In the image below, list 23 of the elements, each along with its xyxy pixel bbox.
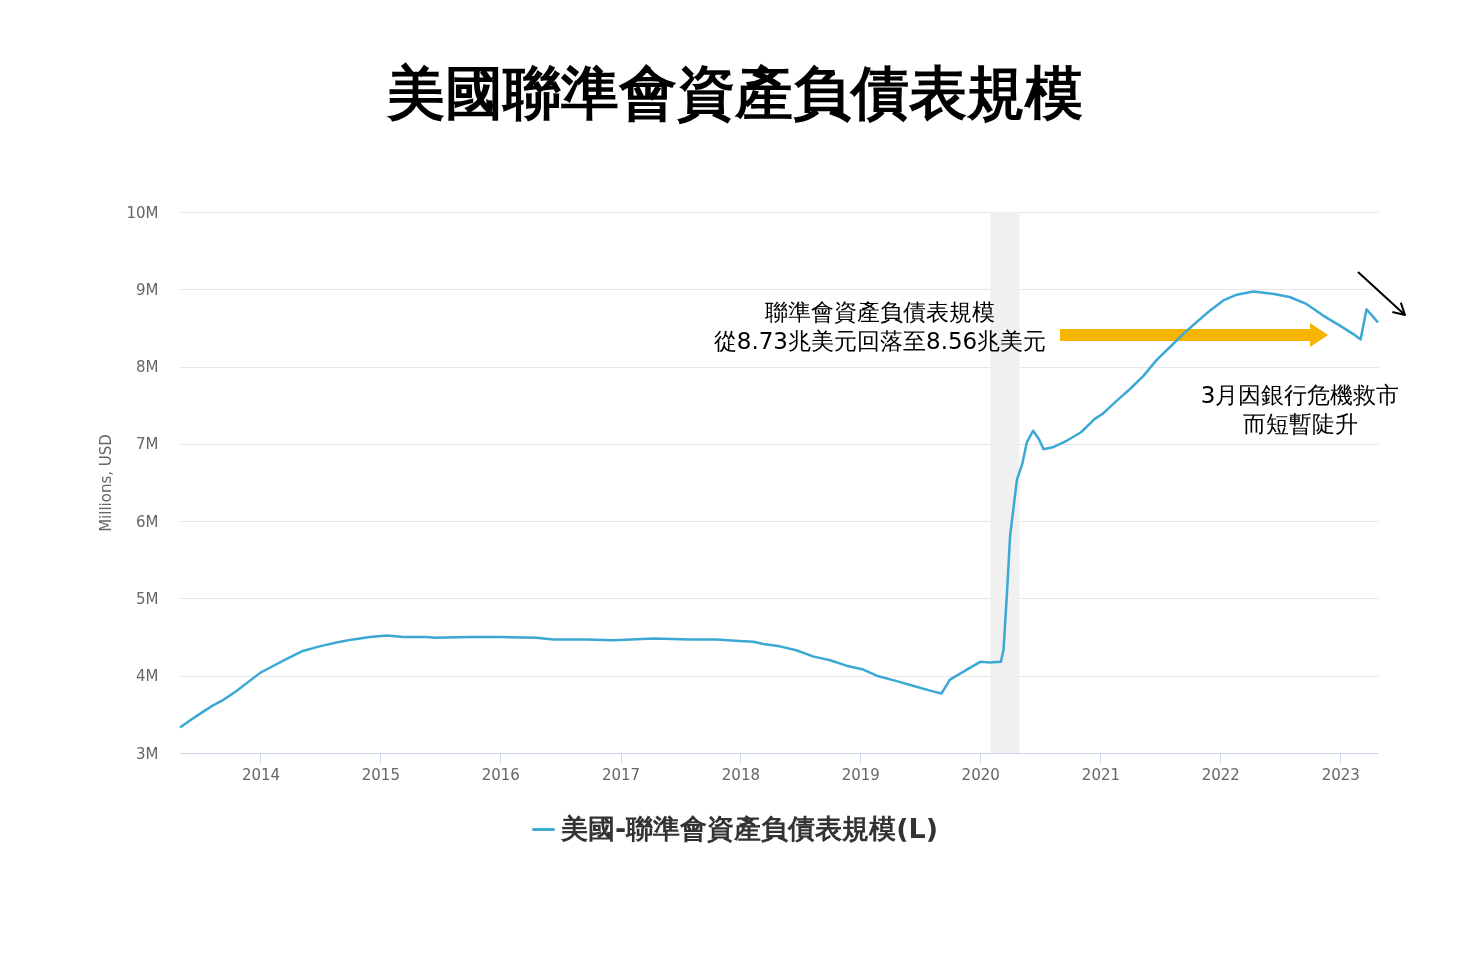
y-tick-label: 5M	[136, 589, 159, 608]
y-tick-label: 7M	[136, 435, 159, 454]
chart-title: 美國聯準會資產負債表規模	[386, 59, 1083, 127]
y-tick-label: 10M	[126, 203, 159, 222]
y-axis-title: Millions, USD	[97, 434, 116, 532]
y-tick-label: 6M	[136, 512, 159, 531]
x-tick-label: 2020	[961, 765, 1000, 784]
y-tick-label: 8M	[136, 358, 159, 377]
x-tick-label: 2021	[1081, 765, 1121, 784]
y-tick-label: 3M	[136, 744, 159, 763]
y-tick-label: 9M	[136, 280, 159, 299]
x-tick-label: 2023	[1321, 765, 1360, 784]
annotation: 聯準會資產負債表規模從8.73兆美元回落至8.56兆美元	[713, 299, 1047, 354]
x-tick-label: 2017	[601, 765, 641, 784]
legend-label: 美國-聯準會資產負債表規模(L)	[560, 812, 939, 844]
x-tick-label: 2015	[361, 765, 400, 784]
y-tick-label: 4M	[136, 667, 159, 686]
x-tick-label: 2022	[1201, 765, 1240, 784]
x-tick-label: 2016	[481, 765, 520, 784]
x-tick-label: 2018	[721, 765, 760, 784]
annotation: 3月因銀行危機救市而短暫陡升	[1200, 382, 1400, 437]
x-tick-label: 2019	[841, 765, 880, 784]
x-tick-label: 2014	[241, 765, 281, 784]
